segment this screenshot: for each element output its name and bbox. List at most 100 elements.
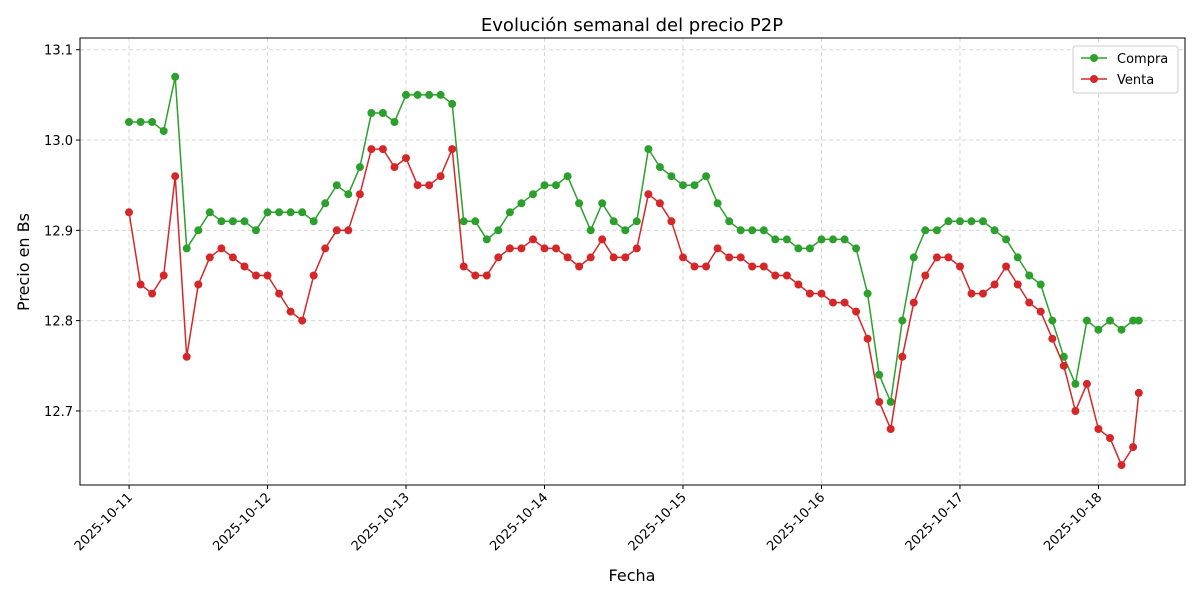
data-point-venta: [298, 316, 307, 325]
data-point-compra: [921, 226, 930, 235]
data-point-venta: [713, 244, 722, 253]
data-point-compra: [655, 163, 664, 172]
data-point-venta: [332, 226, 341, 235]
data-point-compra: [1134, 316, 1143, 325]
data-point-compra: [736, 226, 745, 235]
x-tick-label: 2025-10-13: [349, 490, 413, 554]
y-tick-label: 12.7: [44, 405, 73, 420]
data-point-compra: [644, 145, 653, 154]
data-point-compra: [459, 217, 468, 226]
data-point-venta: [275, 289, 284, 298]
data-point-venta: [459, 262, 468, 271]
data-point-compra: [529, 190, 537, 199]
y-axis: 12.7 12.8 12.9 13.0 13.1: [44, 44, 80, 420]
data-point-compra: [563, 172, 572, 181]
data-point-compra: [782, 235, 791, 244]
data-point-compra: [309, 217, 318, 226]
data-point-venta: [759, 262, 768, 271]
data-point-compra: [875, 370, 884, 379]
x-tick-label: 2025-10-16: [764, 490, 828, 554]
data-point-venta: [655, 199, 664, 208]
data-point-venta: [148, 289, 157, 298]
x-tick-label: 2025-10-12: [210, 490, 274, 554]
data-point-venta: [829, 298, 837, 307]
data-point-compra: [863, 289, 872, 298]
data-point-venta: [609, 253, 618, 262]
data-point-venta: [1036, 307, 1045, 316]
data-point-venta: [956, 262, 964, 271]
data-point-venta: [782, 271, 791, 280]
x-axis: 2025-10-11 2025-10-12 2025-10-13 2025-10-14…: [72, 485, 1105, 554]
data-point-venta: [182, 352, 191, 361]
data-point-venta: [805, 289, 814, 298]
data-point-compra: [332, 181, 341, 190]
data-point-compra: [886, 397, 895, 406]
x-tick-label: 2025-10-15: [626, 490, 690, 554]
data-point-venta: [1059, 361, 1068, 370]
data-point-venta: [702, 262, 711, 271]
data-point-compra: [205, 208, 214, 217]
data-point-compra: [194, 226, 203, 235]
data-point-venta: [378, 145, 387, 154]
data-point-venta: [990, 280, 999, 289]
data-point-compra: [517, 199, 526, 208]
data-point-venta: [367, 145, 376, 154]
data-point-compra: [932, 226, 941, 235]
data-point-compra: [228, 217, 237, 226]
data-point-venta: [690, 262, 699, 271]
data-point-venta: [1002, 262, 1011, 271]
data-point-venta: [736, 253, 745, 262]
y-tick-label: 13.0: [44, 134, 73, 149]
series-layer: [125, 72, 1143, 470]
data-point-venta: [1117, 461, 1126, 470]
data-point-venta: [217, 244, 226, 253]
data-point-venta: [575, 262, 584, 271]
data-point-compra: [1106, 316, 1114, 325]
data-point-compra: [321, 199, 330, 208]
data-point-compra: [171, 72, 180, 81]
data-point-venta: [875, 397, 884, 406]
data-point-compra: [1071, 379, 1080, 388]
data-point-venta: [1082, 379, 1091, 388]
legend-marker-venta: [1090, 75, 1098, 83]
data-point-venta: [644, 190, 653, 199]
legend-item-compra: Compra: [1081, 52, 1168, 67]
data-point-venta: [725, 253, 734, 262]
data-point-venta: [794, 280, 803, 289]
plot-frame: [79, 37, 1186, 486]
data-point-venta: [252, 271, 260, 280]
data-point-compra: [1082, 316, 1091, 325]
data-point-venta: [667, 217, 676, 226]
data-point-compra: [344, 190, 353, 199]
data-point-venta: [1048, 334, 1057, 343]
data-point-compra: [263, 208, 272, 217]
data-point-venta: [471, 271, 480, 280]
chart-title: Evolución semanal del precio P2P: [481, 15, 783, 36]
data-point-compra: [425, 90, 434, 99]
data-point-venta: [263, 271, 272, 280]
x-tick-label: 2025-10-11: [72, 490, 136, 554]
legend-label-compra: Compra: [1117, 52, 1168, 67]
data-point-venta: [159, 271, 168, 280]
data-point-compra: [1048, 316, 1057, 325]
data-point-venta: [621, 253, 630, 262]
x-tick-label: 2025-10-18: [1041, 490, 1105, 554]
y-tick-label: 13.1: [44, 44, 73, 59]
data-point-compra: [482, 235, 491, 244]
data-point-compra: [713, 199, 722, 208]
data-point-compra: [252, 226, 260, 235]
data-point-compra: [159, 127, 168, 135]
data-point-venta: [1071, 407, 1080, 415]
data-point-compra: [471, 217, 480, 226]
data-point-compra: [1094, 325, 1103, 334]
data-point-venta: [125, 208, 133, 217]
data-point-compra: [840, 235, 849, 244]
data-point-compra: [621, 226, 630, 235]
data-point-venta: [552, 244, 560, 253]
data-point-compra: [1059, 352, 1068, 361]
data-point-compra: [702, 172, 711, 181]
data-point-venta: [909, 298, 918, 307]
data-point-compra: [413, 90, 422, 99]
data-point-venta: [413, 181, 422, 190]
series-line-compra: [129, 76, 1139, 405]
